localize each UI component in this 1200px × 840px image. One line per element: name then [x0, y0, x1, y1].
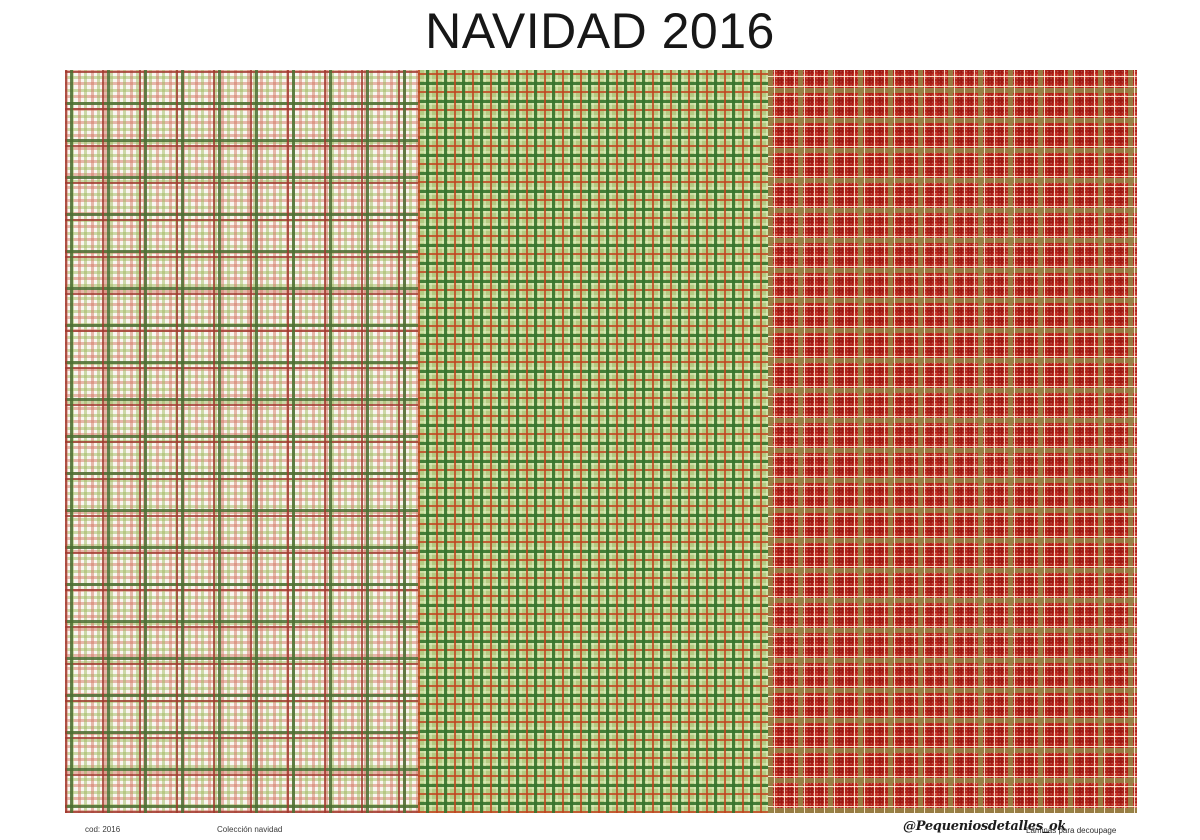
footer-code-label: cod: 2016	[85, 825, 121, 834]
footer-tagline-label: Láminas para decoupage	[1026, 826, 1117, 835]
page-title: NAVIDAD 2016	[425, 3, 775, 59]
pattern-strip	[65, 70, 1137, 813]
pattern-swatch-white-plaid	[65, 70, 418, 813]
footer-collection-label: Colección navidad	[217, 825, 283, 834]
pattern-swatch-red-plaid	[768, 70, 1137, 813]
pattern-swatch-green-plaid	[418, 70, 768, 813]
footer-social-handle: @Pequeniosdetalles_ok	[903, 819, 1067, 834]
